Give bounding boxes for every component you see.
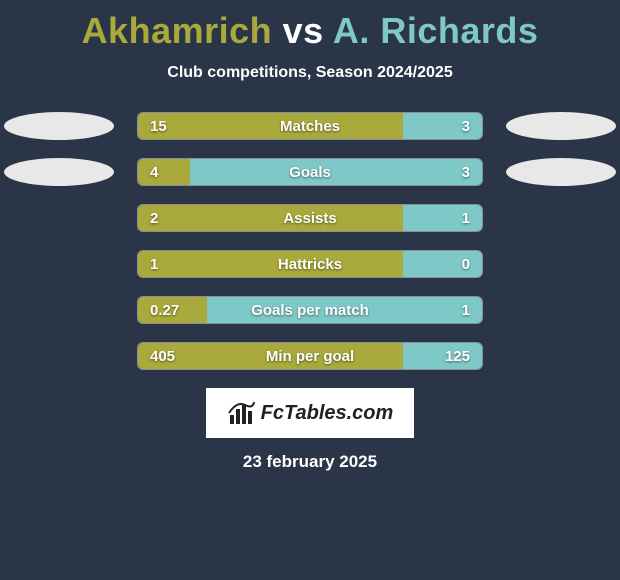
player1-badge [4, 112, 114, 140]
logo-text: FcTables.com [261, 402, 394, 425]
stat-bar-track: 0.271Goals per match [137, 296, 483, 324]
player2-name: A. Richards [333, 10, 539, 51]
player1-value: 0.27 [150, 297, 179, 323]
stat-bar-track: 21Assists [137, 204, 483, 232]
player2-bar [207, 297, 482, 323]
subtitle: Club competitions, Season 2024/2025 [0, 64, 620, 82]
player1-bar [138, 343, 403, 369]
player2-bar [403, 113, 482, 139]
bar-chart-icon [227, 399, 255, 427]
stat-bar-track: 10Hattricks [137, 250, 483, 278]
stat-bar-track: 405125Min per goal [137, 342, 483, 370]
player1-value: 15 [150, 113, 167, 139]
player1-bar [138, 159, 190, 185]
stat-row: 153Matches [0, 112, 620, 140]
player1-value: 405 [150, 343, 175, 369]
comparison-title: Akhamrich vs A. Richards [0, 0, 620, 52]
comparison-chart: 153Matches43Goals21Assists10Hattricks0.2… [0, 112, 620, 370]
vs-text: vs [283, 10, 324, 51]
stat-row: 0.271Goals per match [0, 296, 620, 324]
player1-bar [138, 205, 403, 231]
stat-bar-track: 153Matches [137, 112, 483, 140]
player2-value: 3 [462, 113, 470, 139]
player1-value: 4 [150, 159, 158, 185]
player1-bar [138, 251, 403, 277]
stat-row: 43Goals [0, 158, 620, 186]
stat-row: 10Hattricks [0, 250, 620, 278]
player1-value: 1 [150, 251, 158, 277]
player2-badge [506, 158, 616, 186]
stat-bar-track: 43Goals [137, 158, 483, 186]
player2-value: 0 [462, 251, 470, 277]
stat-row: 21Assists [0, 204, 620, 232]
player2-bar [403, 343, 482, 369]
player2-value: 125 [445, 343, 470, 369]
player1-badge [4, 158, 114, 186]
player2-value: 1 [462, 205, 470, 231]
player2-bar [403, 251, 482, 277]
stat-row: 405125Min per goal [0, 342, 620, 370]
date-text: 23 february 2025 [0, 452, 620, 472]
player2-bar [403, 205, 482, 231]
player2-value: 1 [462, 297, 470, 323]
player2-value: 3 [462, 159, 470, 185]
player1-bar [138, 113, 403, 139]
player1-name: Akhamrich [82, 10, 273, 51]
player1-value: 2 [150, 205, 158, 231]
fctables-logo: FcTables.com [206, 388, 414, 438]
player2-badge [506, 112, 616, 140]
player2-bar [190, 159, 482, 185]
